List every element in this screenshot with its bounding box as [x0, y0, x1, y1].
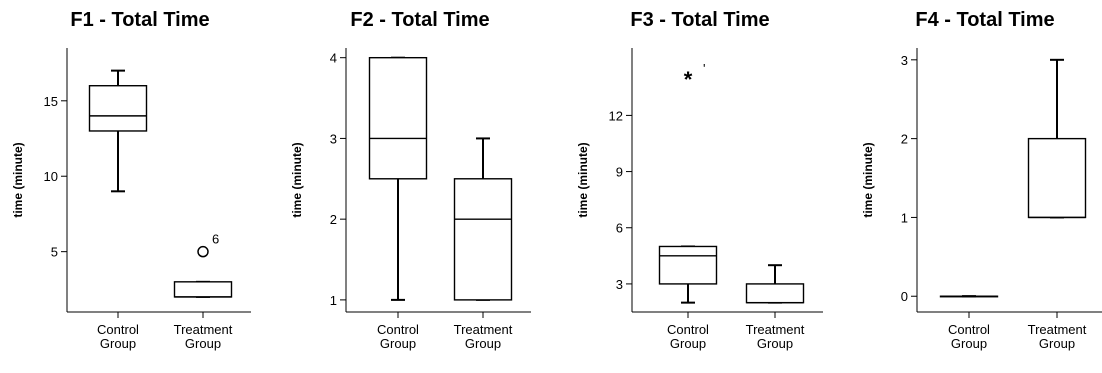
iqr-box [88, 85, 148, 132]
box-treatment-group [453, 137, 513, 301]
outlier-label: ' [703, 61, 705, 76]
x-tick-label: Control Group [667, 322, 709, 351]
y-tick-label: 6 [616, 221, 623, 236]
y-axis-label: time (minute) [861, 142, 875, 217]
y-tick-label: 4 [330, 51, 337, 66]
y-tick-label: 2 [330, 212, 337, 227]
y-axis-label: time (minute) [290, 142, 304, 217]
y-tick-label: 9 [616, 165, 623, 180]
chart-panel-3: F3 - Total Time 3 6 9 12 time (minute) Control… [576, 9, 823, 351]
chart-panel-2: F2 - Total Time 1 2 3 4 time (minute) Control G… [290, 9, 531, 351]
y-tick-label: 12 [609, 108, 623, 123]
y-tick-label: 15 [44, 94, 58, 109]
chart-title: F3 - Total Time [630, 9, 769, 31]
x-tick-label: Control Group [377, 322, 419, 351]
y-tick-label: 0 [901, 289, 908, 304]
chart-title: F2 - Total Time [350, 9, 489, 31]
y-tick-label: 2 [901, 132, 908, 147]
x-tick-label: Treatment Group [174, 322, 233, 351]
iqr-box [658, 245, 718, 285]
x-tick-label: Treatment Group [746, 322, 805, 351]
outlier-point [197, 245, 209, 258]
y-axis-label: time (minute) [11, 142, 25, 217]
y-tick-label: 1 [901, 210, 908, 225]
box-control-group [368, 56, 428, 301]
outlier-star: * [684, 67, 693, 92]
iqr-box [368, 56, 428, 180]
box-control-group: * ' [658, 61, 718, 304]
y-tick-label: 5 [51, 245, 58, 260]
y-tick-label: 3 [330, 131, 337, 146]
x-tick-label: Treatment Group [1028, 322, 1087, 351]
y-tick-label: 10 [44, 169, 58, 184]
chart-panel-1: F1 - Total Time 5 10 15 time (minute) Control… [11, 9, 251, 351]
box-control-group [88, 69, 148, 193]
chart-panel-4: F4 - Total Time 0 1 2 3 time (minute) Control G… [861, 9, 1102, 351]
iqr-box [173, 281, 233, 298]
x-tick-label: Control Group [948, 322, 990, 351]
x-tick-label: Treatment Group [454, 322, 513, 351]
box-treatment-group: 6 [173, 232, 233, 298]
iqr-box [745, 283, 805, 304]
iqr-box [1027, 137, 1087, 219]
box-treatment-group [1027, 58, 1087, 219]
chart-title: F1 - Total Time [70, 9, 209, 31]
y-tick-label: 3 [901, 53, 908, 68]
y-tick-label: 3 [616, 277, 623, 292]
y-axis-label: time (minute) [576, 142, 590, 217]
outlier-label: 6 [212, 232, 219, 247]
x-tick-label: Control Group [97, 322, 139, 351]
box-control-group [939, 295, 999, 298]
y-tick-label: 1 [330, 293, 337, 308]
iqr-box [453, 178, 513, 301]
chart-title: F4 - Total Time [915, 9, 1054, 31]
box-treatment-group [745, 264, 805, 304]
